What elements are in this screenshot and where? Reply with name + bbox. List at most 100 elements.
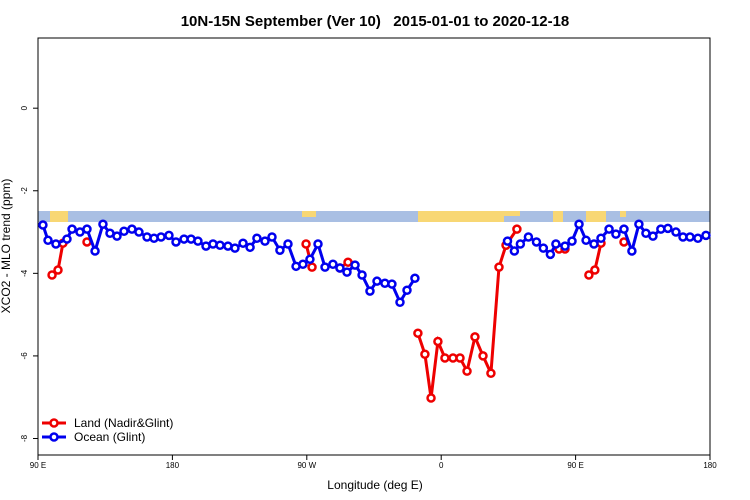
legend-label: Ocean (Glint) bbox=[74, 430, 145, 444]
data-point bbox=[574, 219, 584, 229]
data-point bbox=[693, 233, 703, 243]
data-point bbox=[420, 349, 430, 360]
series-line bbox=[52, 229, 624, 398]
data-point bbox=[307, 262, 317, 272]
data-point bbox=[395, 297, 405, 307]
data-point bbox=[164, 230, 174, 241]
data-point bbox=[523, 232, 534, 242]
data-point bbox=[53, 265, 63, 275]
data-point bbox=[372, 276, 382, 286]
data-point bbox=[531, 237, 542, 247]
data-point bbox=[634, 219, 644, 229]
data-point bbox=[387, 279, 397, 289]
x-tick-label: 90 W bbox=[297, 461, 316, 470]
y-tick-label: 0 bbox=[20, 105, 29, 110]
y-tick-label: -4 bbox=[20, 269, 29, 277]
data-point bbox=[433, 336, 443, 347]
data-point bbox=[663, 223, 673, 234]
y-axis-label: XCO2 - MLO trend (ppm) bbox=[0, 179, 13, 314]
data-point bbox=[47, 270, 57, 280]
data-point bbox=[134, 227, 144, 237]
data-point bbox=[90, 246, 100, 256]
data-point bbox=[365, 286, 375, 296]
data-point bbox=[342, 267, 352, 277]
data-point bbox=[567, 236, 577, 246]
x-tick-label: 90 E bbox=[30, 461, 46, 470]
data-point bbox=[551, 239, 561, 249]
data-point bbox=[350, 260, 360, 270]
data-point bbox=[230, 243, 240, 253]
data-point bbox=[112, 231, 122, 241]
data-point bbox=[82, 224, 92, 234]
data-point bbox=[402, 285, 412, 296]
data-point bbox=[62, 234, 72, 244]
data-point bbox=[502, 236, 513, 246]
data-point bbox=[301, 239, 311, 249]
data-point bbox=[685, 232, 695, 242]
data-point bbox=[538, 243, 549, 253]
data-point bbox=[357, 270, 367, 280]
x-tick-label: 180 bbox=[166, 461, 180, 470]
data-point bbox=[413, 328, 423, 338]
data-point bbox=[560, 241, 570, 251]
data-point bbox=[494, 262, 504, 272]
data-point bbox=[267, 232, 277, 242]
x-axis-label: Longitude (deg E) bbox=[327, 478, 422, 492]
data-point bbox=[426, 393, 436, 403]
data-point bbox=[619, 224, 629, 234]
data-point bbox=[215, 240, 225, 251]
data-point bbox=[627, 246, 637, 256]
data-point bbox=[584, 270, 594, 280]
data-point bbox=[320, 262, 330, 272]
data-point bbox=[440, 353, 450, 363]
data-point bbox=[509, 246, 520, 256]
data-point bbox=[51, 239, 61, 249]
y-tick-label: -6 bbox=[20, 352, 29, 360]
data-point bbox=[313, 239, 323, 249]
data-point bbox=[486, 368, 496, 379]
data-point bbox=[260, 236, 270, 246]
data-point bbox=[410, 273, 420, 284]
data-point bbox=[604, 224, 614, 234]
data-point bbox=[596, 233, 606, 243]
data-point bbox=[515, 239, 526, 249]
x-tick-label: 90 E bbox=[567, 461, 583, 470]
legend-marker bbox=[49, 432, 59, 442]
data-point bbox=[455, 353, 465, 363]
data-point bbox=[462, 366, 472, 376]
chart-title: 10N-15N September (Ver 10) 2015-01-01 to… bbox=[181, 13, 570, 30]
x-tick-label: 180 bbox=[703, 461, 717, 470]
data-point bbox=[470, 332, 480, 342]
data-point bbox=[193, 236, 203, 246]
plot-frame bbox=[37, 37, 711, 456]
data-point bbox=[245, 242, 255, 253]
data-point bbox=[545, 249, 556, 260]
data-point bbox=[671, 227, 681, 237]
data-point bbox=[252, 233, 262, 243]
data-point bbox=[298, 259, 308, 270]
data-point bbox=[43, 235, 53, 246]
data-point bbox=[156, 232, 166, 242]
data-point bbox=[283, 239, 293, 249]
data-point bbox=[701, 230, 711, 241]
data-point bbox=[98, 219, 108, 229]
data-point bbox=[67, 224, 77, 234]
data-point bbox=[589, 239, 599, 249]
data-point bbox=[512, 224, 522, 234]
legend-marker bbox=[49, 418, 59, 428]
data-point bbox=[119, 226, 129, 236]
data-point bbox=[38, 220, 48, 230]
data-point bbox=[305, 254, 315, 265]
data-point bbox=[478, 351, 488, 361]
map-strip bbox=[38, 211, 710, 222]
legend-label: Land (Nadir&Glint) bbox=[74, 416, 173, 430]
data-point bbox=[648, 231, 658, 241]
x-tick-label: 0 bbox=[439, 461, 444, 470]
data-point bbox=[238, 238, 248, 248]
y-tick-label: -8 bbox=[20, 434, 29, 442]
data-point bbox=[328, 259, 338, 270]
data-point bbox=[335, 263, 345, 273]
y-tick-label: -2 bbox=[20, 187, 29, 195]
data-point bbox=[590, 265, 600, 275]
